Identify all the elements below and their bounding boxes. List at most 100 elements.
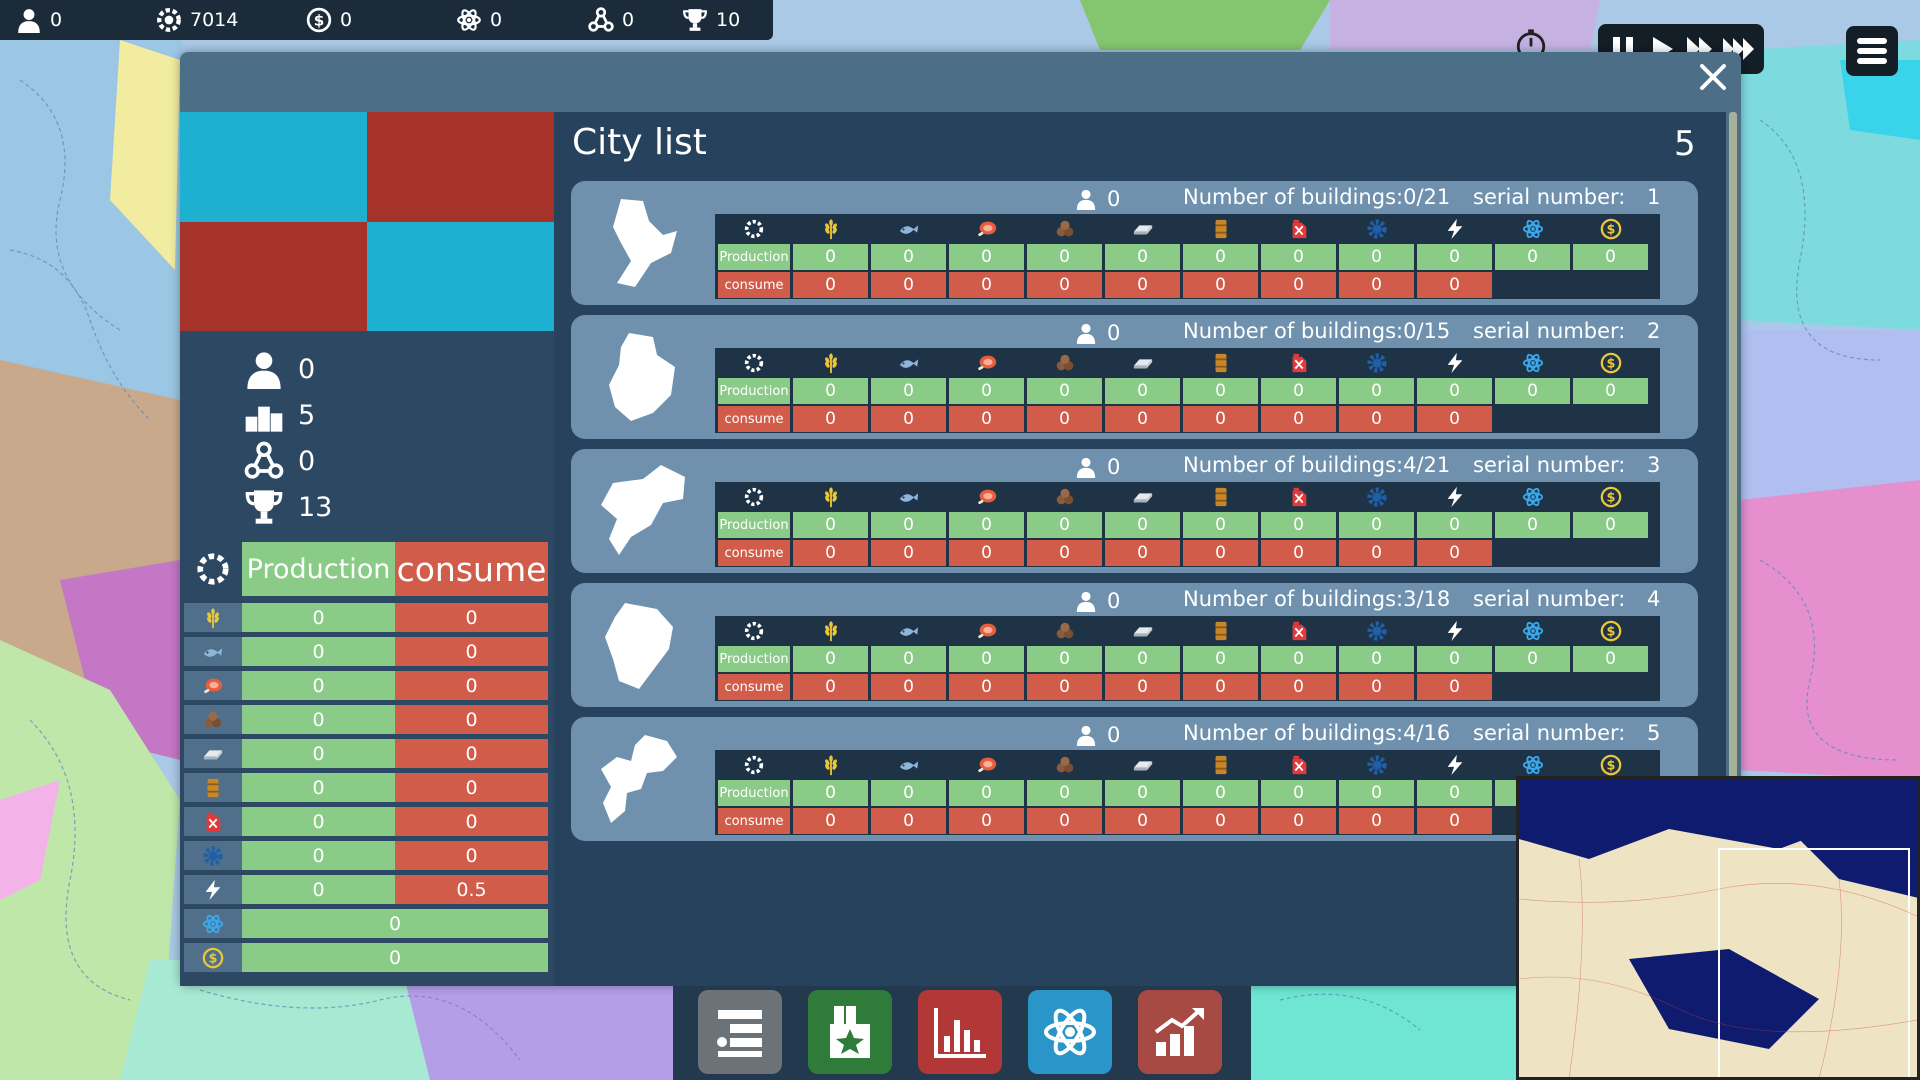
grid-resource-icon xyxy=(1183,752,1258,778)
consume-value: 0 xyxy=(1417,272,1492,298)
grid-resource-icon xyxy=(1339,752,1414,778)
meat-icon xyxy=(204,678,223,693)
resource-icon-cell xyxy=(184,637,242,666)
meat-icon xyxy=(977,489,996,505)
grid-header-icon xyxy=(718,350,790,376)
consume-label: consume xyxy=(718,406,790,432)
grid-resource-icon xyxy=(1261,216,1336,242)
metal-bar-icon xyxy=(1133,761,1152,771)
production-value: 0 xyxy=(871,244,946,270)
medal-button[interactable] xyxy=(808,990,892,1074)
minimap[interactable] xyxy=(1516,776,1920,1080)
grid-resource-icon xyxy=(1105,752,1180,778)
production-value: 0 xyxy=(1495,512,1570,538)
list-icon xyxy=(717,1010,762,1057)
city-card[interactable]: 0 Number of buildings:0/15 serial number: 2… xyxy=(571,315,1698,439)
resource-production: 0 xyxy=(242,739,395,768)
fuel-can-icon xyxy=(206,812,221,831)
production-value: 0 xyxy=(1573,512,1648,538)
atom-button[interactable] xyxy=(1028,990,1112,1074)
city-list-scrollbar[interactable] xyxy=(1729,112,1737,952)
grid-icon-row: $ xyxy=(718,216,1657,242)
main-menu-button[interactable] xyxy=(1846,26,1898,76)
resource-production: 0 xyxy=(242,773,395,802)
production-value: 0 xyxy=(1573,378,1648,404)
consume-value: 0 xyxy=(949,272,1024,298)
consume-value: 0 xyxy=(1261,540,1336,566)
city-card[interactable]: 0 Number of buildings:0/21 serial number: 1… xyxy=(571,181,1698,305)
grid-consume-row: consume 0 0 0 0 0 0 0 0 0 xyxy=(718,674,1657,700)
growth-chart-icon xyxy=(1154,1008,1204,1056)
consume-value: 0 xyxy=(1183,272,1258,298)
resource-production: 0 xyxy=(242,705,395,734)
city-serial-label: serial number: xyxy=(1473,319,1626,343)
consume-label: consume xyxy=(718,272,790,298)
consume-value: 0 xyxy=(1261,272,1336,298)
city-serial-number: 2 xyxy=(1647,319,1661,343)
triple-forward-icon xyxy=(1722,38,1754,60)
production-value: 0 xyxy=(871,646,946,672)
pause-button[interactable] xyxy=(1606,32,1640,66)
dollar-coin-icon: $ xyxy=(1600,218,1621,240)
consume-value: 0 xyxy=(1105,808,1180,834)
close-button[interactable] xyxy=(1690,54,1736,100)
city-population-value: 0 xyxy=(1107,321,1121,345)
fuel-can-icon xyxy=(1292,487,1306,507)
production-value: 0 xyxy=(1417,378,1492,404)
production-value: 0 xyxy=(1261,244,1336,270)
city-buildings: Number of buildings:3/18 xyxy=(1183,587,1451,611)
consume-value: 0 xyxy=(949,540,1024,566)
resource-icon-cell xyxy=(184,909,242,938)
consume-value: 0 xyxy=(949,808,1024,834)
oil-barrel-icon xyxy=(1215,219,1226,239)
metal-bar-icon xyxy=(1133,627,1152,637)
stat-network-value: 0 xyxy=(298,445,316,477)
production-value: 0 xyxy=(1183,646,1258,672)
person-icon xyxy=(1076,591,1096,612)
consume-value: 0 xyxy=(1027,406,1102,432)
growth-chart-button[interactable] xyxy=(1138,990,1222,1074)
gear-icon xyxy=(744,487,764,507)
grid-resource-icon xyxy=(1339,618,1414,644)
grid-resource-icon xyxy=(1339,216,1414,242)
ore-icon xyxy=(1056,220,1073,237)
oil-barrel-icon xyxy=(207,778,219,797)
consume-value: 0 xyxy=(793,540,868,566)
bar-chart-button[interactable] xyxy=(918,990,1002,1074)
consume-value: 0 xyxy=(1417,808,1492,834)
city-population: 0 xyxy=(1075,187,1120,211)
production-value: 0 xyxy=(871,780,946,806)
network-value: 0 xyxy=(622,9,635,31)
atom-icon xyxy=(1522,487,1543,507)
consume-value: 0 xyxy=(1105,674,1180,700)
dollar-coin-icon: $ xyxy=(1600,620,1621,642)
city-card[interactable]: 0 Number of buildings:3/18 serial number: 4… xyxy=(571,583,1698,707)
production-value: 0 xyxy=(1027,780,1102,806)
consume-label: consume xyxy=(718,674,790,700)
city-shape-icon xyxy=(601,465,685,555)
city-card[interactable]: 0 Number of buildings:4/21 serial number: 3… xyxy=(571,449,1698,573)
science-resource: 0 xyxy=(456,0,502,40)
fish-icon xyxy=(899,627,918,636)
fish-icon xyxy=(899,359,918,368)
dollar-coin-icon: $ xyxy=(202,947,224,968)
production-value: 0 xyxy=(1417,780,1492,806)
production-label: Production xyxy=(718,780,790,806)
consume-value: 0 xyxy=(949,406,1024,432)
resource-icon-cell: $ xyxy=(184,943,242,972)
city-serial-number: 5 xyxy=(1647,721,1661,745)
production-value: 0 xyxy=(793,512,868,538)
resource-icon-cell xyxy=(184,705,242,734)
grid-header-icon xyxy=(718,752,790,778)
production-value: 0 xyxy=(1417,244,1492,270)
list-button[interactable] xyxy=(698,990,782,1074)
stat-population-value: 0 xyxy=(298,353,316,385)
consume-value: 0 xyxy=(871,674,946,700)
consume-value: 0 xyxy=(1417,674,1492,700)
production-label: Production xyxy=(718,244,790,270)
production-value: 0 xyxy=(1105,378,1180,404)
fastest-forward-button[interactable] xyxy=(1722,32,1756,66)
